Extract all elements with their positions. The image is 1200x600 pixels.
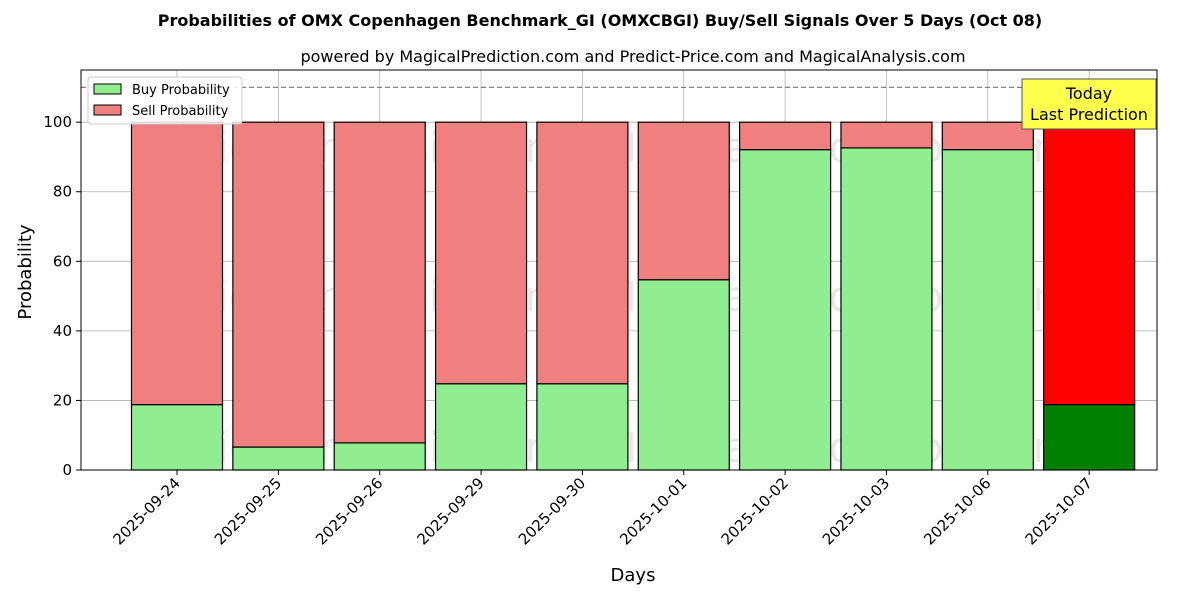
sell-bar: [1043, 121, 1136, 406]
y-tick-label: 100: [43, 113, 72, 131]
legend-box: [87, 76, 243, 125]
y-axis-label: Probability: [15, 224, 36, 319]
plot-frame: [80, 69, 1158, 471]
sell-bar: [536, 121, 629, 385]
buy-bar: [1043, 404, 1136, 471]
buy-bar: [536, 383, 629, 471]
x-axis-label: Days: [611, 565, 656, 586]
buy-bar: [637, 279, 730, 471]
sell-bar: [434, 121, 528, 385]
sell-bar: [840, 121, 933, 149]
buy-bar: [333, 442, 426, 471]
chart-subtitle: powered by MagicalPrediction.com and Pre…: [300, 47, 965, 66]
chart-title: Probabilities of OMX Copenhagen Benchmar…: [158, 11, 1043, 30]
legend-label: Sell Probability: [132, 104, 229, 119]
y-tick-label: 80: [53, 183, 72, 201]
sell-bar: [333, 121, 426, 444]
buy-bar: [840, 147, 933, 471]
annotation-text: Last Prediction: [1030, 105, 1148, 124]
sell-bar: [130, 121, 224, 406]
y-tick-label: 60: [53, 252, 72, 270]
y-tick-label: 20: [53, 391, 72, 409]
legend-swatch: [93, 83, 122, 95]
buy-bar: [941, 149, 1034, 471]
sell-bar: [637, 121, 730, 281]
annotation: Today Last Prediction: [1021, 78, 1157, 130]
buy-bar: [738, 149, 832, 471]
sell-bar: [232, 121, 325, 448]
bars: [130, 121, 1136, 471]
sell-bar: [738, 121, 832, 151]
sell-bar: [941, 121, 1034, 151]
buy-bar: [434, 383, 528, 471]
legend-swatch: [93, 104, 122, 116]
annotation-text: Today: [1065, 84, 1112, 103]
legend-label: Buy Probability: [132, 83, 230, 98]
buy-bar: [232, 446, 325, 471]
buy-bar: [130, 404, 224, 471]
legend: Buy Probability Sell Probability: [87, 76, 243, 125]
annotation-box: [1021, 78, 1157, 130]
y-tick-label: 40: [53, 322, 72, 340]
y-tick-label: 0: [62, 461, 72, 479]
